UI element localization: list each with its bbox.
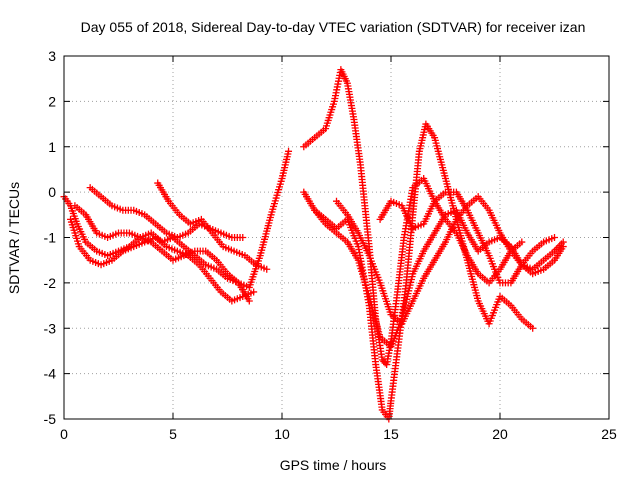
- data-point: [518, 238, 526, 246]
- series-day-2: [67, 215, 258, 305]
- y-tick-label: -5: [44, 411, 57, 427]
- y-tick-label: 3: [48, 48, 56, 64]
- plot-area: [60, 66, 567, 423]
- y-tick-label: -1: [44, 230, 57, 246]
- series-day-10: [376, 188, 558, 287]
- series-day-4: [86, 184, 247, 241]
- x-tick-label: 20: [492, 426, 508, 442]
- x-tick-label: 15: [383, 426, 399, 442]
- data-point: [285, 147, 293, 155]
- series-day-5: [154, 179, 271, 273]
- y-tick-label: -3: [44, 320, 57, 336]
- y-tick-label: -2: [44, 275, 57, 291]
- data-point: [529, 324, 537, 332]
- x-tick-label: 5: [169, 426, 177, 442]
- data-point: [551, 234, 558, 241]
- y-tick-label: 2: [48, 93, 56, 109]
- data-point: [250, 288, 258, 296]
- series-day-3: [71, 202, 253, 305]
- data-point: [263, 265, 271, 273]
- y-tick-label: 0: [48, 184, 56, 200]
- x-tick-label: 25: [601, 426, 617, 442]
- x-axis-label: GPS time / hours: [280, 457, 387, 473]
- series-day-7: [300, 120, 537, 423]
- chart-title: Day 055 of 2018, Sidereal Day-to-day VTE…: [81, 19, 586, 35]
- y-tick-label: -4: [44, 366, 57, 382]
- series-day-9: [333, 193, 567, 328]
- y-axis-label: SDTVAR / TECUs: [6, 182, 22, 294]
- x-tick-label: 10: [274, 426, 290, 442]
- series-day-8: [311, 206, 567, 350]
- series-day-1: [60, 147, 293, 291]
- data-point: [245, 297, 253, 305]
- data-point: [559, 238, 567, 246]
- x-tick-label: 0: [60, 426, 68, 442]
- plot-frame: [63, 55, 610, 420]
- data-point: [239, 234, 247, 241]
- y-tick-label: 1: [48, 139, 56, 155]
